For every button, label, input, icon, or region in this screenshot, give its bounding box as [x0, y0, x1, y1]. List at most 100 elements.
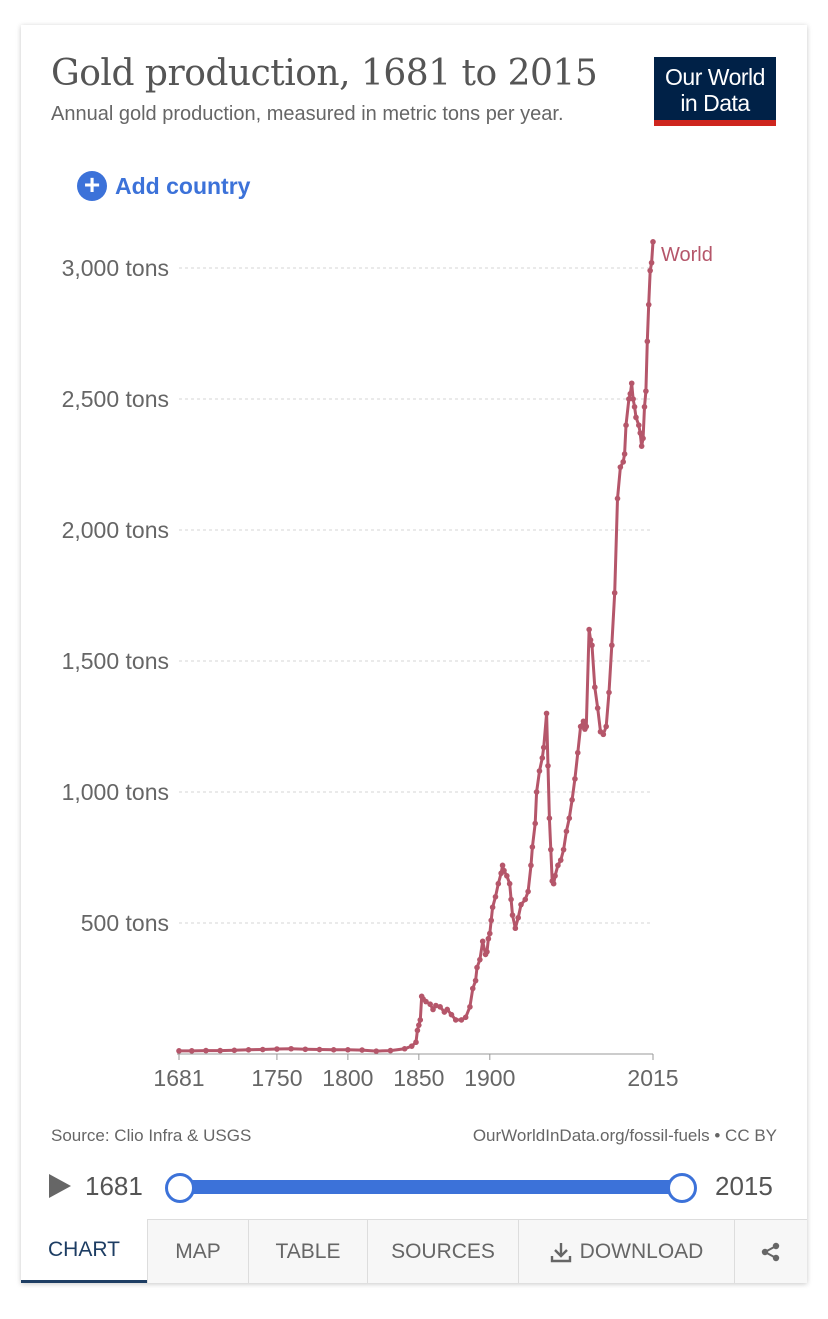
data-point	[444, 1006, 451, 1013]
tab-sources[interactable]: SOURCES	[367, 1219, 518, 1283]
data-point	[488, 917, 495, 924]
tab-chart[interactable]: CHART	[21, 1219, 147, 1283]
data-point	[574, 749, 581, 756]
tab-download[interactable]: DOWNLOAD	[518, 1219, 734, 1283]
data-point	[572, 776, 578, 782]
data-point	[408, 1043, 415, 1049]
tab-map[interactable]: MAP	[147, 1219, 248, 1283]
data-point	[536, 768, 543, 774]
data-point	[486, 930, 493, 937]
data-point	[489, 904, 496, 911]
data-point	[462, 1014, 469, 1021]
data-point	[580, 718, 587, 725]
x-axis: 1681 1750 1800 1850 1900 2015	[153, 1053, 679, 1091]
data-point	[648, 259, 655, 266]
add-country-button[interactable]: + Add country	[77, 171, 250, 201]
data-point	[245, 1047, 252, 1053]
data-point	[555, 862, 561, 869]
tab-table[interactable]: TABLE	[248, 1219, 367, 1283]
data-point	[587, 637, 594, 643]
data-point	[515, 914, 521, 921]
data-point	[452, 1017, 459, 1023]
tab-table-label: TABLE	[275, 1239, 341, 1263]
data-point	[345, 1047, 351, 1053]
play-icon[interactable]	[49, 1174, 71, 1198]
data-point	[603, 723, 609, 730]
y-tick-label: 2,500 tons	[62, 386, 169, 412]
source-note: Source: Clio Infra & USGS	[51, 1126, 252, 1145]
y-tick-label: 3,000 tons	[62, 255, 169, 281]
data-point	[636, 422, 642, 429]
series-group: World	[176, 239, 713, 1054]
data-point	[504, 873, 510, 879]
data-point	[501, 867, 507, 874]
share-button[interactable]	[734, 1219, 807, 1283]
data-point	[458, 1017, 465, 1023]
data-point	[231, 1047, 238, 1054]
timeline-end-handle[interactable]	[667, 1173, 697, 1203]
data-point	[628, 380, 635, 387]
data-point	[509, 912, 516, 918]
y-tick-label: 1,000 tons	[62, 779, 169, 805]
attribution-link[interactable]: OurWorldInData.org/fossil-fuels • CC BY	[472, 1126, 777, 1145]
data-point	[637, 430, 644, 436]
data-point	[543, 710, 550, 717]
data-point	[540, 744, 547, 751]
data-point	[621, 451, 628, 457]
data-point	[467, 1004, 473, 1010]
x-tick-label: 1850	[393, 1065, 444, 1091]
data-point	[413, 1039, 419, 1046]
data-point	[614, 495, 621, 502]
data-point	[589, 642, 595, 649]
timeline-start-year: 1681	[85, 1171, 143, 1201]
chart-subtitle: Annual gold production, measured in metr…	[51, 103, 564, 125]
data-point	[373, 1048, 380, 1054]
data-point	[492, 894, 499, 900]
data-point	[533, 789, 540, 795]
data-point	[499, 862, 506, 869]
data-point	[546, 815, 553, 821]
data-point	[433, 1002, 439, 1009]
data-point	[594, 705, 601, 711]
data-point	[641, 404, 648, 410]
data-point	[302, 1046, 309, 1053]
x-tick-label: 1800	[322, 1065, 373, 1091]
data-point	[259, 1046, 266, 1053]
x-tick-label: 1900	[464, 1065, 515, 1091]
data-point	[359, 1047, 365, 1053]
timeline-slider-track[interactable]	[180, 1180, 682, 1194]
our-world-in-data-logo[interactable]: Our World in Data	[654, 57, 776, 126]
data-point	[644, 338, 651, 345]
data-point	[617, 464, 624, 470]
data-point	[647, 267, 653, 274]
data-point	[430, 1006, 436, 1013]
data-point	[620, 459, 626, 465]
data-point	[485, 935, 492, 942]
data-point	[217, 1047, 223, 1054]
data-point	[518, 901, 524, 908]
data-point	[586, 626, 592, 633]
data-point	[512, 925, 519, 932]
data-point	[288, 1045, 294, 1052]
data-point	[548, 846, 554, 853]
tab-chart-label: CHART	[48, 1237, 120, 1261]
line-chart: 500 tons 1,000 tons 1,500 tons 2,000 tons 2,…	[62, 239, 713, 1091]
data-point	[623, 422, 629, 429]
data-point	[640, 435, 646, 442]
data-point	[563, 828, 570, 835]
data-point	[569, 797, 575, 803]
data-point	[469, 985, 476, 992]
tab-map-label: MAP	[175, 1239, 221, 1263]
data-point	[600, 731, 607, 738]
data-point	[495, 880, 502, 887]
data-point	[330, 1047, 337, 1053]
data-point	[560, 846, 567, 853]
data-point	[545, 763, 551, 769]
data-point	[643, 388, 649, 394]
timeline-start-handle[interactable]	[165, 1173, 195, 1203]
data-point	[566, 815, 573, 821]
x-tick-label: 2015	[627, 1065, 678, 1091]
data-point	[650, 239, 656, 245]
plus-circle-icon: +	[77, 171, 107, 201]
data-point	[188, 1048, 195, 1054]
